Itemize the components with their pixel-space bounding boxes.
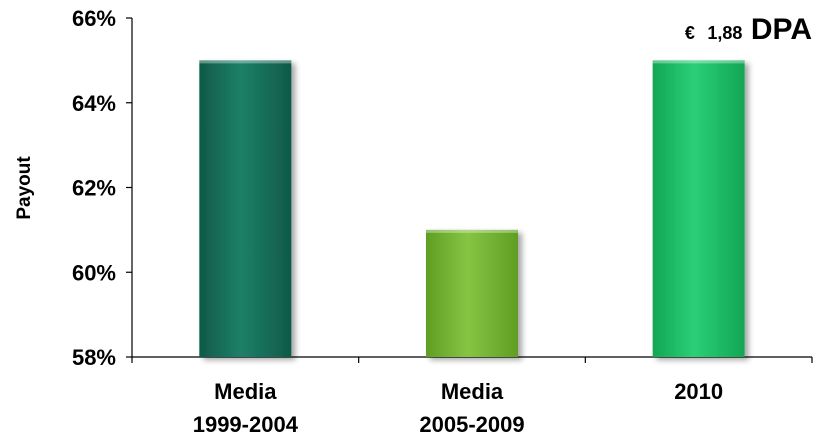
- dpa-label: DPA: [751, 13, 812, 46]
- bar: [199, 60, 292, 357]
- y-tick-label: 60%: [72, 260, 116, 285]
- y-tick-label: 58%: [72, 345, 116, 370]
- x-category-label: 2010: [674, 379, 723, 404]
- y-tick-label: 62%: [72, 176, 116, 201]
- y-tick-label: 64%: [72, 91, 116, 116]
- dpa-annotation: € 1,88 DPA: [685, 13, 812, 46]
- dpa-value: 1,88: [707, 23, 742, 43]
- bar-highlight: [426, 229, 518, 233]
- dpa-currency: €: [685, 23, 695, 43]
- svg-text:€ 1,88 DPA: € 1,88 DPA: [685, 13, 812, 46]
- bar-highlight: [652, 60, 745, 64]
- y-tick-label: 66%: [72, 6, 116, 31]
- bar: [426, 229, 518, 357]
- bar-highlight: [199, 60, 292, 64]
- y-axis-title: Payout: [14, 156, 35, 220]
- bar: [652, 60, 745, 357]
- x-category-label: Media 2005-2009: [419, 379, 524, 437]
- x-category-label: Media 1999-2004: [193, 379, 299, 437]
